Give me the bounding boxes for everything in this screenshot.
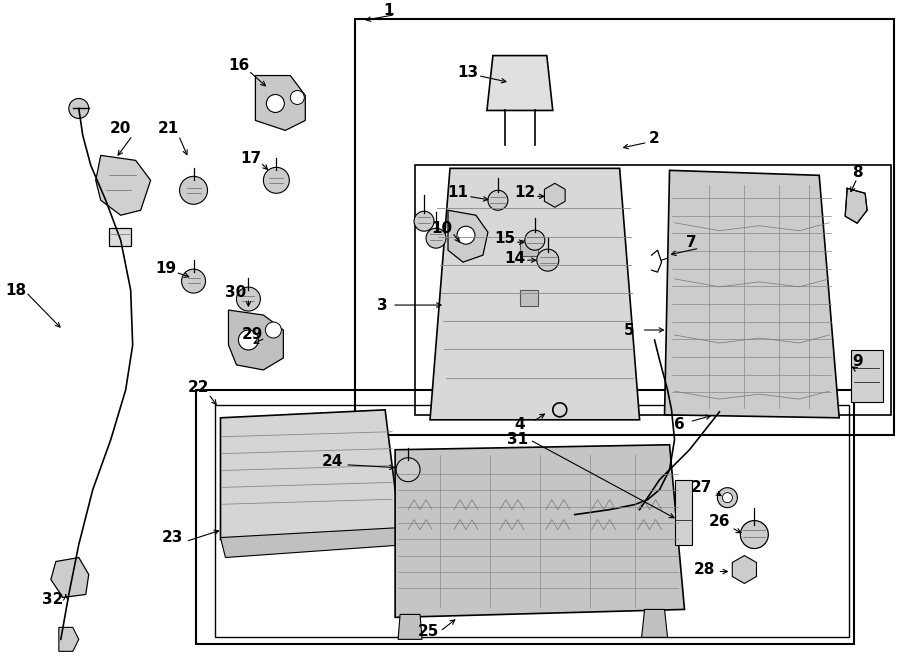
Circle shape: [180, 176, 208, 204]
Text: 8: 8: [851, 165, 862, 180]
Circle shape: [723, 492, 733, 502]
Text: 10: 10: [431, 221, 453, 236]
Circle shape: [488, 190, 508, 210]
Text: 26: 26: [708, 514, 730, 529]
Bar: [674, 480, 692, 545]
Polygon shape: [398, 615, 422, 639]
Circle shape: [525, 230, 544, 250]
Circle shape: [396, 457, 420, 482]
Polygon shape: [448, 210, 488, 262]
Polygon shape: [256, 75, 305, 130]
Polygon shape: [487, 56, 553, 110]
Polygon shape: [430, 169, 640, 420]
Text: 13: 13: [457, 65, 479, 80]
Circle shape: [741, 521, 769, 549]
Text: 4: 4: [515, 417, 526, 432]
Text: 19: 19: [155, 260, 176, 276]
Text: 17: 17: [240, 151, 261, 166]
Circle shape: [266, 95, 284, 112]
Polygon shape: [642, 609, 668, 637]
Text: 12: 12: [514, 185, 536, 200]
Circle shape: [414, 212, 434, 231]
Circle shape: [426, 228, 446, 248]
Bar: [520, 290, 538, 306]
Bar: [109, 228, 130, 246]
Text: 31: 31: [508, 432, 528, 447]
Bar: [415, 165, 891, 415]
Bar: [215, 405, 850, 637]
Polygon shape: [845, 188, 867, 223]
Text: 2: 2: [649, 131, 660, 146]
Text: 9: 9: [851, 354, 862, 369]
Polygon shape: [395, 445, 685, 617]
Text: 1: 1: [382, 3, 393, 18]
Text: 27: 27: [691, 480, 712, 495]
Text: 28: 28: [694, 562, 716, 577]
Polygon shape: [229, 310, 284, 370]
Text: 32: 32: [42, 592, 64, 607]
Circle shape: [237, 287, 260, 311]
Text: 5: 5: [625, 323, 634, 338]
Text: 11: 11: [447, 185, 469, 200]
Polygon shape: [220, 527, 408, 557]
Text: 7: 7: [686, 235, 697, 250]
Text: 6: 6: [674, 417, 685, 432]
Text: 15: 15: [494, 231, 516, 246]
Circle shape: [266, 322, 282, 338]
Circle shape: [457, 226, 475, 244]
Bar: [195, 390, 854, 644]
Polygon shape: [58, 627, 79, 651]
Text: 24: 24: [321, 454, 343, 469]
Circle shape: [717, 488, 737, 508]
Polygon shape: [220, 410, 400, 539]
Text: 16: 16: [228, 58, 249, 73]
Bar: [520, 240, 538, 256]
Text: 25: 25: [418, 624, 438, 639]
Bar: [356, 19, 894, 435]
Text: 14: 14: [504, 251, 526, 266]
Circle shape: [264, 167, 289, 193]
Polygon shape: [95, 155, 150, 215]
Text: 23: 23: [162, 530, 184, 545]
Circle shape: [291, 91, 304, 104]
Text: 3: 3: [377, 297, 388, 313]
Text: 22: 22: [188, 380, 210, 395]
Polygon shape: [664, 171, 839, 418]
Circle shape: [238, 330, 258, 350]
Circle shape: [536, 249, 559, 271]
Text: 18: 18: [5, 283, 26, 297]
Circle shape: [182, 269, 205, 293]
Polygon shape: [50, 557, 89, 598]
Bar: [851, 350, 883, 402]
Text: 20: 20: [110, 121, 131, 136]
Text: 21: 21: [158, 121, 179, 136]
Text: 29: 29: [242, 327, 263, 342]
Text: 30: 30: [225, 285, 246, 299]
Circle shape: [68, 98, 89, 118]
